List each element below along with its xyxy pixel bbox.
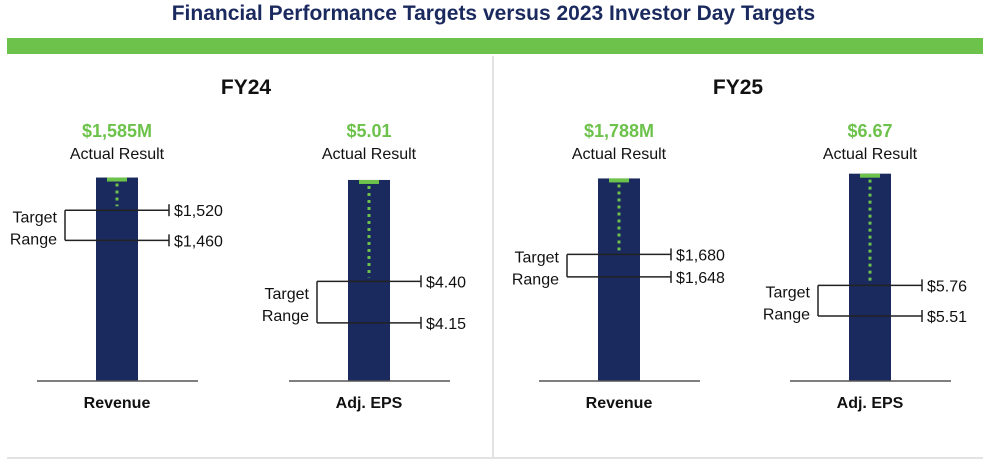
target-low-label-fy25-eps: $5.51 [927, 309, 967, 326]
target-range-label-line1: Target [515, 250, 560, 267]
category-label-fy24-eps: Adj. EPS [336, 395, 403, 412]
bar-fy25-revenue [598, 178, 640, 381]
actual-marker-fy25-revenue [609, 178, 629, 183]
actual-marker-fy24-revenue [107, 177, 127, 182]
category-label-fy24-revenue: Revenue [84, 395, 151, 412]
actual-value-fy24-revenue: $1,585M [82, 121, 152, 141]
target-range-label-line1: Target [13, 209, 58, 226]
target-high-label-fy24-eps: $4.40 [426, 274, 466, 291]
target-high-label-fy25-eps: $5.76 [927, 278, 967, 295]
category-label-fy25-revenue: Revenue [586, 395, 653, 412]
target-low-label-fy25-revenue: $1,648 [676, 270, 725, 287]
actual-value-fy25-revenue: $1,788M [584, 121, 654, 141]
target-range-label-line2: Range [763, 307, 810, 324]
period-label-fy24: FY24 [220, 76, 272, 99]
target-low-label-fy24-eps: $4.15 [426, 316, 466, 333]
bar-fy24-revenue [96, 177, 138, 381]
category-label-fy25-eps: Adj. EPS [837, 395, 904, 412]
target-range-label-line2: Range [512, 272, 559, 289]
bottom-rule [7, 457, 983, 459]
actual-value-fy24-eps: $5.01 [346, 121, 391, 141]
actual-caption-fy24-eps: Actual Result [322, 146, 417, 163]
actual-marker-fy24-eps [359, 179, 379, 184]
target-high-label-fy24-revenue: $1,520 [174, 203, 223, 220]
title-accent-band [7, 38, 983, 54]
panel-divider [492, 56, 494, 458]
actual-marker-fy25-eps [860, 173, 880, 178]
actual-value-fy25-eps: $6.67 [847, 121, 892, 141]
target-range-label-line2: Range [262, 308, 309, 325]
actual-caption-fy24-revenue: Actual Result [70, 146, 165, 163]
target-high-label-fy25-revenue: $1,680 [676, 247, 725, 264]
target-range-label-line2: Range [10, 231, 57, 248]
target-low-label-fy24-revenue: $1,460 [174, 233, 223, 250]
chart-title: Financial Performance Targets versus 202… [171, 2, 816, 25]
bar-fy25-eps [849, 173, 891, 381]
actual-caption-fy25-eps: Actual Result [823, 146, 918, 163]
period-label-fy25: FY25 [712, 76, 764, 99]
actual-caption-fy25-revenue: Actual Result [572, 146, 667, 163]
target-range-label-line1: Target [766, 285, 811, 302]
target-range-label-line1: Target [265, 286, 310, 303]
bar-fy24-eps [348, 179, 390, 381]
